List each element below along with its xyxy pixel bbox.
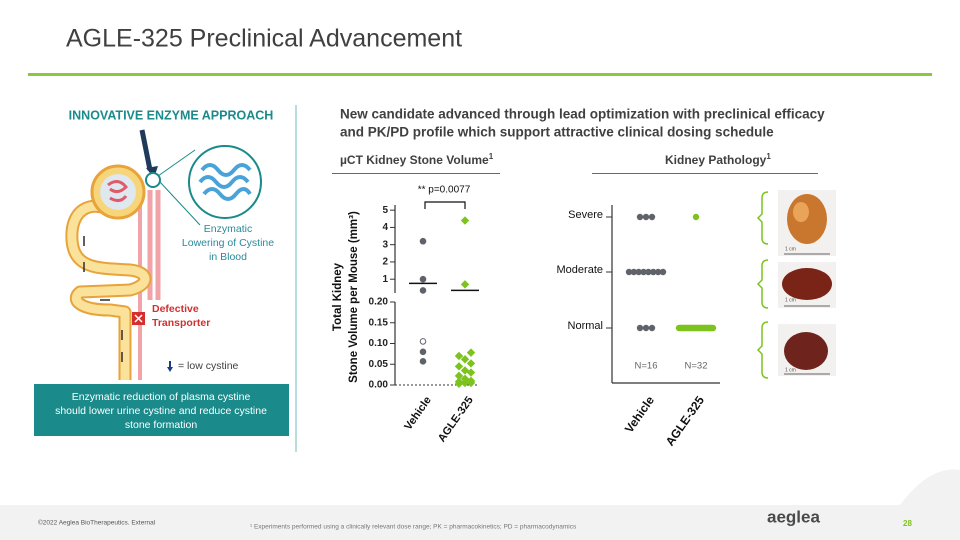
dot <box>650 268 657 276</box>
y2-tick-label: 2 <box>382 257 388 268</box>
n-label: N=16 <box>635 361 658 372</box>
dot <box>630 268 638 276</box>
panel-heading: INNOVATIVE ENZYME APPROACH <box>69 108 274 122</box>
dot-group <box>636 213 656 221</box>
significance-bracket <box>424 201 466 209</box>
data-point <box>454 379 464 388</box>
y2-tick-label: 5 <box>382 205 388 216</box>
summary-text: stone formation <box>125 419 198 431</box>
copyright: ©2022 Aeglea BioTherapeutics. External <box>38 519 156 527</box>
data-point <box>419 275 427 283</box>
y-tick-label: Moderate <box>557 264 603 276</box>
dot <box>648 213 656 221</box>
y-tick-label: 0.15 <box>369 317 389 328</box>
summary-text: should lower urine cystine and reduce cy… <box>55 405 267 417</box>
enzyme-label: in Blood <box>209 251 247 263</box>
dot <box>692 213 700 221</box>
chart-title: Kidney Pathology1 <box>665 152 771 167</box>
x-tick-label: AGLE-325 <box>436 395 476 445</box>
footer-band <box>0 505 960 540</box>
data-point <box>466 368 476 377</box>
subtitle: and PK/PD profile which support attracti… <box>340 125 774 140</box>
footer-swoosh <box>900 469 960 505</box>
y2-tick-label: 3 <box>382 239 388 250</box>
data-point <box>454 362 464 371</box>
x-tick-label: Vehicle <box>622 393 657 435</box>
y-tick-label: 0.20 <box>369 297 389 308</box>
dot <box>636 324 644 332</box>
dot-group <box>675 324 717 332</box>
dot <box>648 324 656 332</box>
footnote-mark: 1 <box>489 152 494 161</box>
data-point <box>419 358 427 365</box>
dot <box>640 268 647 276</box>
chart-title-text: µCT Kidney Stone Volume <box>340 153 489 167</box>
page-number: 28 <box>903 519 912 528</box>
dot <box>635 268 642 276</box>
dot-group <box>692 213 700 221</box>
data-point <box>419 237 427 245</box>
chart-title-text: Kidney Pathology <box>665 153 767 167</box>
data-point <box>466 359 476 368</box>
data-point <box>460 216 470 225</box>
data-point <box>460 280 470 289</box>
enzyme-label: Lowering of Cystine <box>182 237 274 249</box>
kidney-photos <box>756 190 836 379</box>
y-tick-label: 0.05 <box>369 359 389 370</box>
footnote: ¹ Experiments performed using a clinical… <box>250 524 577 531</box>
data-point <box>419 348 427 356</box>
n-label: N=32 <box>685 361 708 372</box>
data-point <box>419 338 427 345</box>
subtitle: New candidate advanced through lead opti… <box>340 107 825 122</box>
tubule-diagram <box>65 129 262 380</box>
scale-label: 1 cm <box>785 297 796 303</box>
dot <box>642 213 650 221</box>
data-point <box>466 378 476 388</box>
footnote-mark: 1 <box>766 152 771 161</box>
slide-title: AGLE-325 Preclinical Advancement <box>66 25 462 53</box>
dot <box>645 268 652 276</box>
y2-tick-label: 4 <box>382 222 388 233</box>
dot-group <box>636 324 656 332</box>
dot <box>636 213 644 221</box>
y-tick-label: Normal <box>568 320 603 332</box>
data-point <box>466 348 476 357</box>
scale-label: 1 cm <box>785 246 796 252</box>
logo: aeglea <box>767 507 820 526</box>
y-tick-label: 0.00 <box>369 380 389 391</box>
y-tick-label: Severe <box>568 209 603 221</box>
dot-group <box>625 268 667 276</box>
summary-text: Enzymatic reduction of plasma cystine <box>72 391 251 403</box>
y-axis-label: Total Kidney <box>332 262 344 331</box>
significance-label: ** p=0.0077 <box>418 185 471 196</box>
x-tick-label: Vehicle <box>402 395 434 433</box>
y-tick-label: 0.10 <box>369 338 389 349</box>
dot <box>654 268 662 276</box>
data-point <box>460 366 470 375</box>
transporter-label: Transporter <box>152 317 210 329</box>
dot <box>625 268 633 276</box>
dot <box>709 324 717 332</box>
x-tick-label: AGLE-325 <box>663 393 708 448</box>
scale-label: 1 cm <box>785 367 796 373</box>
data-point <box>454 351 464 361</box>
dot <box>642 324 650 332</box>
y2-tick-label: 1 <box>382 274 388 285</box>
chart-title: µCT Kidney Stone Volume1 <box>340 152 494 167</box>
y-axis-label: Stone Volume per Mouse (mm³) <box>348 211 360 383</box>
dot <box>659 268 667 276</box>
data-point <box>419 287 427 294</box>
legend-text: = low cystine <box>178 360 239 372</box>
data-point <box>460 378 470 388</box>
data-point <box>460 355 470 364</box>
summary-box <box>34 384 289 436</box>
transporter-label: Defective <box>152 303 199 315</box>
enzyme-label: Enzymatic <box>204 223 252 235</box>
